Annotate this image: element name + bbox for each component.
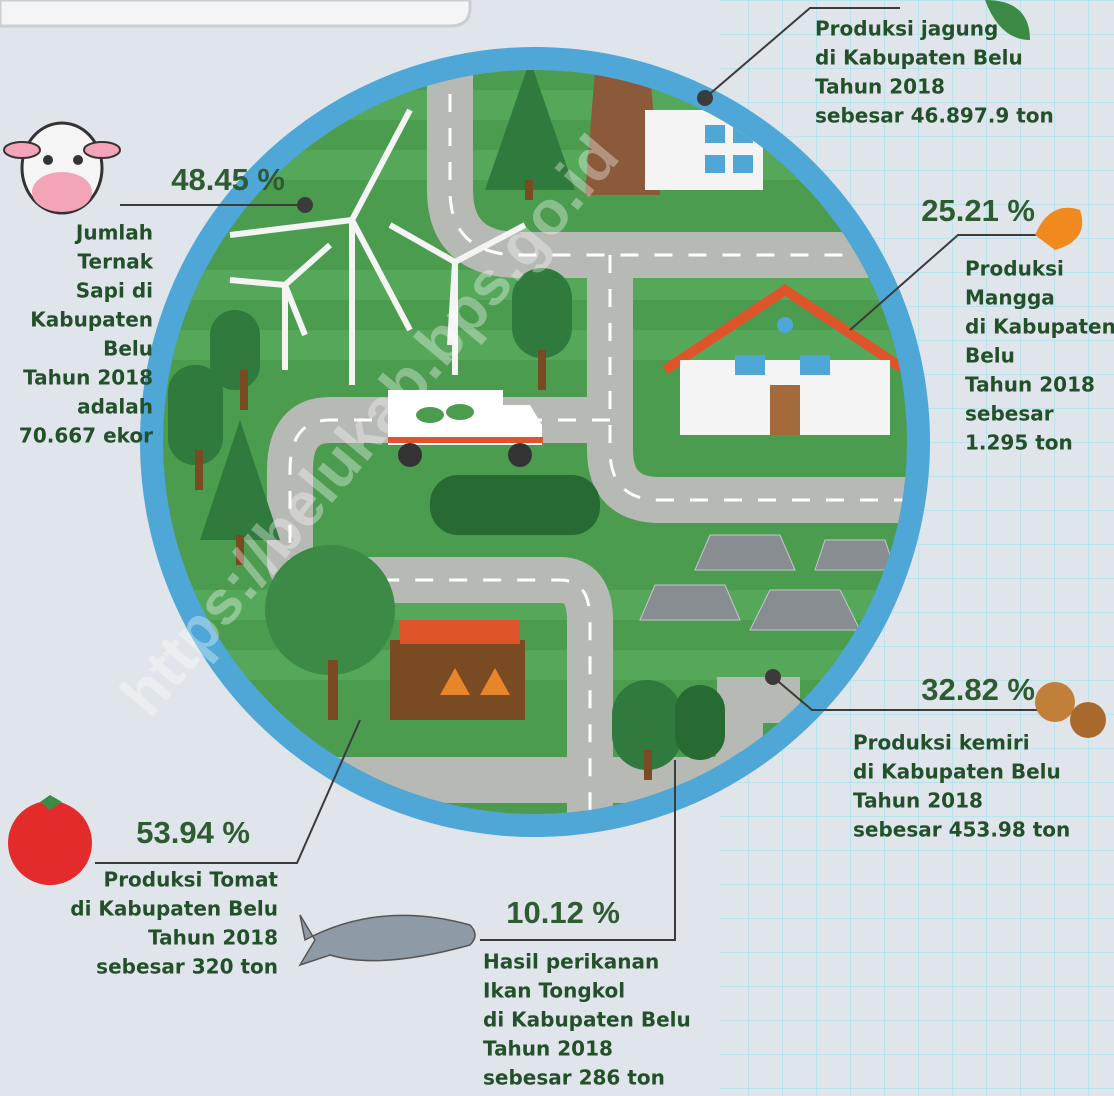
percent: 25.21 %	[921, 193, 1035, 228]
caption-line: di Kabupaten Belu	[853, 760, 1061, 784]
caption-line: sebesar 320 ton	[96, 955, 278, 979]
caption-line: di Kabupaten Belu	[483, 1008, 691, 1032]
caption-line: Produksi kemiri	[853, 731, 1030, 755]
caption-line: Produksi Tomat	[104, 868, 279, 892]
caption-line: Tahun 2018	[23, 366, 153, 390]
caption-line: Tahun 2018	[815, 75, 945, 99]
percent: 53.94 %	[136, 815, 250, 850]
caption-line: adalah	[77, 395, 153, 419]
caption-line: Tahun 2018	[483, 1037, 613, 1061]
header-tab	[0, 0, 470, 26]
percent: 32.82 %	[921, 672, 1035, 707]
caption-line: 70.667 ekor	[19, 424, 153, 448]
percent: 48.45 %	[171, 162, 285, 197]
percent: 10.12 %	[506, 895, 620, 930]
caption-line: Tahun 2018	[965, 373, 1095, 397]
caption-line: Ternak	[78, 250, 154, 274]
caption-line: Kabupaten	[30, 308, 153, 332]
caption-line: di Kabupaten	[965, 315, 1114, 339]
caption-line: Jumlah	[74, 221, 153, 245]
caption-line: di Kabupaten Belu	[815, 46, 1023, 70]
caption-line: sebesar 286 ton	[483, 1066, 665, 1090]
caption-line: Produksi	[965, 257, 1064, 281]
caption-line: Tahun 2018	[853, 789, 983, 813]
caption-line: Ikan Tongkol	[483, 979, 625, 1003]
caption-line: Belu	[103, 337, 153, 361]
caption-line: di Kabupaten Belu	[70, 897, 278, 921]
caption-line: sebesar	[965, 402, 1054, 426]
caption-line: Hasil perikanan	[483, 950, 659, 974]
caption-line: Belu	[965, 344, 1015, 368]
infographic: https://belukab.bps.go.id 48.45 %JumlahT…	[0, 0, 1114, 1096]
caption-line: 1.295 ton	[965, 431, 1073, 455]
caption-line: Sapi di	[76, 279, 153, 303]
caption-line: sebesar 46.897.9 ton	[815, 104, 1054, 128]
caption-line: sebesar 453.98 ton	[853, 818, 1070, 842]
caption-line: Tahun 2018	[148, 926, 278, 950]
caption-line: Produksi jagung	[815, 17, 998, 41]
caption-line: Mangga	[965, 286, 1055, 310]
